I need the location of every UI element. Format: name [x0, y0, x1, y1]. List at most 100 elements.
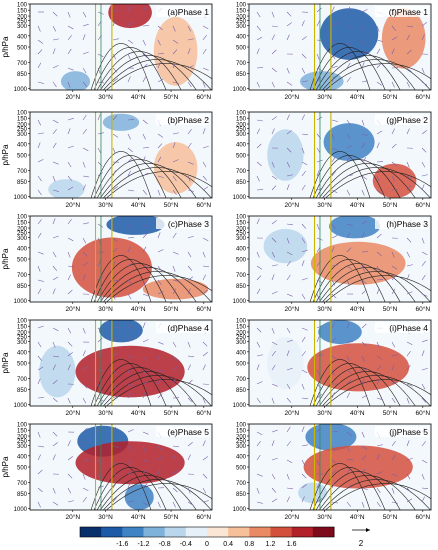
- wind-vector: [421, 147, 427, 153]
- shaded-anomaly: [299, 71, 344, 90]
- wind-vector: [376, 81, 383, 86]
- wind-vector: [67, 117, 74, 121]
- wind-vector: [346, 25, 353, 28]
- pressure-tick-label: 150: [17, 117, 28, 123]
- wind-vector: [37, 265, 41, 272]
- panel-label-background: [375, 322, 429, 333]
- latitude-tick-label: 50°N: [383, 93, 398, 101]
- wind-vector: [376, 444, 383, 447]
- panel-label-background: [156, 322, 210, 333]
- wind-vector: [157, 501, 161, 508]
- latitude-tick-label: 30°N: [317, 409, 332, 417]
- wind-vector: [97, 337, 103, 343]
- wind-vector: [421, 339, 428, 343]
- wind-vector: [271, 11, 275, 18]
- wind-vector: [391, 143, 397, 149]
- wind-vector: [346, 431, 352, 437]
- wind-vector: [52, 189, 59, 192]
- wind-vector: [421, 251, 428, 256]
- contour-line: [96, 51, 182, 90]
- wind-vector: [82, 147, 89, 152]
- wind-vector: [286, 274, 291, 281]
- wind-vector: [187, 48, 191, 55]
- shaded-anomaly: [298, 482, 328, 504]
- wind-vector: [142, 468, 147, 475]
- wind-vector: [67, 81, 71, 88]
- wind-vector: [82, 184, 86, 191]
- colorbar-swatch: [291, 527, 314, 537]
- pressure-tick-label: 400: [17, 34, 28, 40]
- pressure-tick-label: 400: [236, 246, 247, 252]
- wind-vector: [331, 392, 335, 399]
- wind-vector: [406, 350, 411, 357]
- wind-vector: [157, 468, 161, 475]
- latitude-tick-label: 40°N: [131, 513, 146, 521]
- wind-vector: [286, 184, 290, 191]
- wind-vector: [187, 276, 194, 281]
- wind-vector: [391, 501, 398, 504]
- wind-vector: [52, 442, 58, 447]
- pressure-tick-label: 1000: [14, 403, 28, 409]
- wind-vector: [157, 39, 161, 46]
- wind-vector: [127, 157, 133, 163]
- wind-vector: [256, 25, 261, 31]
- contour-line: [322, 479, 431, 510]
- wind-vector: [331, 156, 336, 163]
- wind-vector: [187, 251, 192, 258]
- wind-vector: [346, 265, 353, 270]
- contour-line: [96, 471, 182, 510]
- wind-vector: [376, 487, 381, 494]
- wind-vector: [112, 327, 120, 329]
- pressure-tick-label: 150: [236, 9, 247, 15]
- wind-vector: [97, 237, 101, 244]
- wind-vector: [346, 468, 350, 475]
- latitude-tick-label: 50°N: [383, 305, 398, 313]
- wind-vector: [331, 482, 336, 489]
- wind-vector: [112, 9, 119, 13]
- wind-vector: [286, 397, 292, 403]
- wind-vector: [112, 352, 119, 357]
- wind-vector: [301, 147, 305, 154]
- wind-vector: [271, 161, 275, 168]
- wind-vector: [82, 459, 89, 462]
- pressure-tick-label: 1000: [14, 299, 28, 305]
- wind-vector: [97, 293, 103, 299]
- colorbar-swatch: [143, 527, 166, 537]
- wind-vector: [142, 293, 149, 297]
- wind-vector: [112, 53, 117, 60]
- wind-vector: [67, 341, 73, 347]
- wind-vector: [157, 265, 162, 272]
- wind-vector: [172, 279, 179, 282]
- wind-vector: [202, 35, 207, 41]
- wind-vector: [421, 487, 428, 489]
- wind-vector: [112, 395, 119, 399]
- wind-vector: [37, 355, 43, 361]
- wind-vector: [376, 251, 382, 257]
- shaded-anomaly: [99, 320, 143, 343]
- wind-vector: [301, 36, 307, 41]
- wind-vector: [316, 293, 320, 300]
- wind-vector: [67, 289, 73, 295]
- latitude-tick-label: 40°N: [131, 409, 146, 417]
- wind-vector: [142, 339, 149, 343]
- wind-vector: [142, 501, 149, 506]
- y-axis-label: p/hPa: [1, 352, 10, 373]
- wind-vector: [286, 114, 290, 121]
- wind-vector: [256, 275, 262, 281]
- latitude-tick-label: 30°N: [98, 305, 113, 313]
- contour-line: [309, 151, 371, 198]
- wind-vector: [361, 157, 367, 163]
- wind-vector: [301, 249, 308, 253]
- wind-vector: [127, 429, 134, 433]
- wind-vector: [376, 63, 382, 69]
- wind-vector: [142, 265, 149, 268]
- wind-vector: [52, 119, 59, 124]
- wind-vector: [391, 341, 396, 348]
- wind-vector: [406, 341, 413, 346]
- latitude-tick-label: 50°N: [164, 201, 179, 209]
- wind-vector: [286, 293, 293, 297]
- wind-vector: [127, 445, 132, 452]
- wind-vector: [376, 279, 383, 281]
- wind-vector: [187, 379, 193, 385]
- latitude-tick-label: 50°N: [164, 93, 179, 101]
